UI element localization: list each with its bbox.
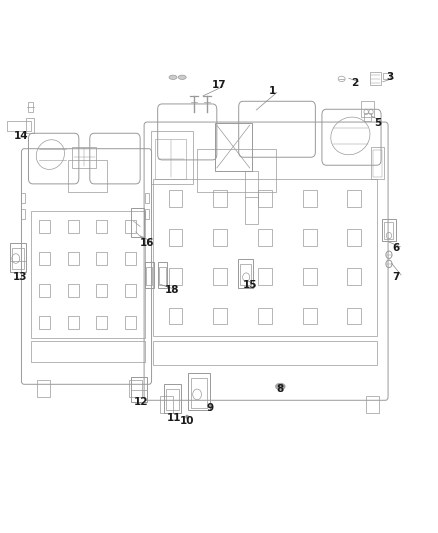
Bar [145,193,149,203]
Bar [7,121,31,131]
Text: 15: 15 [243,280,258,290]
Bar [155,139,186,179]
Bar [373,150,382,177]
Bar [245,171,258,224]
Bar [240,264,251,285]
Bar [382,219,396,241]
Ellipse shape [276,383,285,390]
Bar [10,243,26,272]
Bar [197,149,276,192]
Bar [215,123,252,171]
Bar [151,131,193,184]
Text: 18: 18 [164,286,179,295]
Text: 10: 10 [180,416,195,426]
Bar [153,341,377,365]
Bar [31,211,145,338]
Bar [370,72,381,85]
Bar [361,101,374,117]
Bar [238,259,253,288]
Text: 8: 8 [277,384,284,394]
Text: 3: 3 [386,72,393,82]
Text: 9: 9 [207,403,214,413]
Bar [21,209,25,219]
Ellipse shape [186,415,188,418]
Bar [158,262,167,288]
Bar [188,373,210,410]
Bar [28,102,33,112]
Bar [37,380,50,397]
Bar [153,179,377,336]
Bar [145,262,154,288]
Text: 2: 2 [351,78,358,87]
Bar [191,378,207,408]
Bar [164,384,181,413]
Text: 1: 1 [269,86,276,95]
Ellipse shape [169,75,177,79]
Bar [31,341,145,362]
Text: 17: 17 [212,80,226,90]
Bar [72,147,96,168]
Text: 6: 6 [393,243,400,253]
Bar [159,266,166,285]
Bar [26,118,34,133]
Bar [145,209,149,219]
Text: 16: 16 [139,238,154,247]
Text: 5: 5 [374,118,381,127]
Text: 13: 13 [12,272,27,282]
Bar [129,380,142,397]
Ellipse shape [178,75,186,79]
Bar [131,377,147,402]
Text: 14: 14 [14,131,28,141]
Bar [131,208,144,237]
Bar [364,113,371,121]
Bar [371,147,384,179]
Bar [12,248,24,269]
Text: 11: 11 [167,414,182,423]
Bar [21,193,25,203]
Bar [384,222,393,239]
Bar [166,389,179,410]
Bar [146,266,152,285]
Text: 7: 7 [393,272,400,282]
Bar [366,396,379,413]
Bar [383,73,390,79]
Bar [68,160,107,192]
Bar [160,396,173,413]
Text: 12: 12 [134,398,148,407]
